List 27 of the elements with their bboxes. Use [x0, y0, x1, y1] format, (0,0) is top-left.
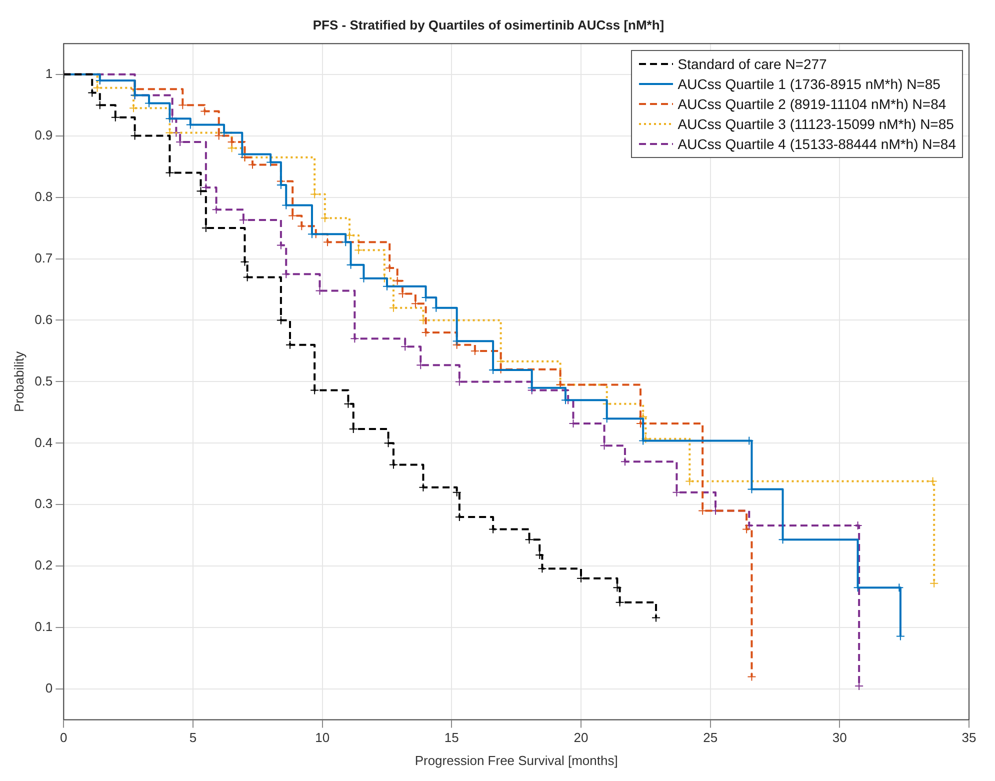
y-tick-label: 0.1 [34, 619, 53, 634]
legend-label: AUCss Quartile 2 (8919-11104 nM*h) N=84 [678, 96, 946, 112]
y-tick-label: 0.7 [34, 250, 53, 266]
y-tick-label: 0.4 [34, 434, 53, 450]
y-tick-label: 0.5 [34, 373, 53, 388]
x-tick-label: 0 [60, 730, 68, 746]
y-tick-label: 1 [45, 66, 53, 81]
x-tick-label: 15 [444, 730, 459, 746]
chart-title: PFS - Stratified by Quartiles of osimertinib AUCss [nM*h] [312, 17, 664, 32]
y-tick-label: 0.8 [34, 188, 53, 204]
x-axis-title: Progression Free Survival [months] [414, 752, 618, 768]
y-tick-label: 0 [45, 680, 53, 696]
legend-label: AUCss Quartile 1 (1736-8915 nM*h) N=85 [678, 76, 940, 92]
legend-label: AUCss Quartile 4 (15133-88444 nM*h) N=84 [678, 136, 956, 152]
x-tick-label: 5 [189, 730, 197, 746]
x-tick-label: 25 [703, 730, 718, 746]
y-axis-title: Probability [11, 350, 26, 412]
legend-label: Standard of care N=277 [678, 56, 827, 72]
y-tick-label: 0.3 [34, 496, 53, 512]
y-tick-label: 0.2 [34, 558, 53, 573]
y-tick-label: 0.9 [34, 127, 53, 142]
y-tick-label: 0.6 [34, 312, 53, 327]
x-tick-label: 10 [315, 730, 330, 746]
legend-label: AUCss Quartile 3 (11123-15099 nM*h) N=85 [678, 116, 954, 132]
x-tick-label: 20 [574, 730, 588, 746]
x-tick-label: 30 [832, 730, 847, 746]
x-tick-label: 35 [962, 730, 976, 746]
